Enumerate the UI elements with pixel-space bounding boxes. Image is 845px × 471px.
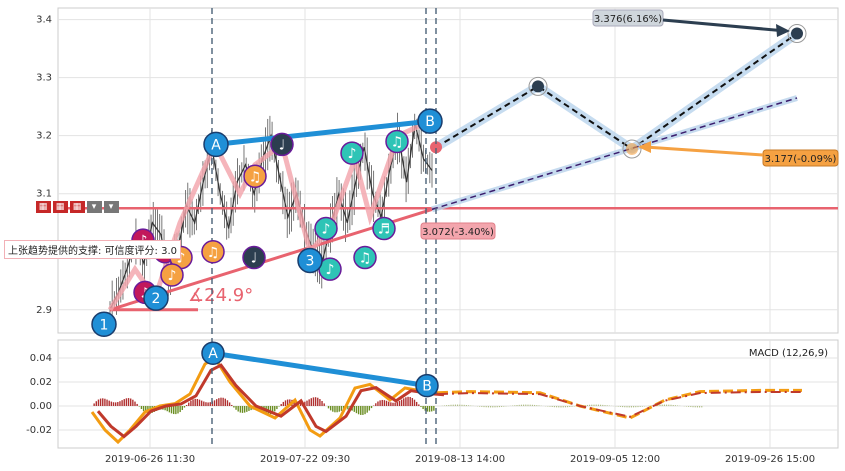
price-y-tick: 3.4 [36, 15, 52, 26]
wave-label-marker [297, 247, 323, 274]
macd-divergence-label: B [422, 379, 432, 395]
macd-projection [437, 388, 802, 420]
wave-label-marker [143, 285, 169, 311]
macd-legend: MACD (12,26,9) [749, 348, 828, 359]
wave-label: B [425, 114, 435, 130]
note-marker [160, 263, 184, 287]
wave-label-marker [203, 131, 229, 158]
wave-label: 1 [100, 317, 109, 333]
macd-divergence-marker [415, 373, 439, 398]
target-point [532, 80, 544, 93]
target-ring [528, 76, 548, 96]
annotation-arrow [644, 145, 764, 157]
price-y-tick: 3.2 [36, 131, 52, 142]
pattern-icons: ▦ ▦ ▦ ▾ ▾ [36, 199, 121, 213]
price-panel-frame [57, 7, 839, 334]
wave-label: 3 [306, 253, 315, 269]
annotation-label-box [762, 149, 839, 167]
price-y-tick: 3.1 [36, 189, 52, 200]
x-tick-label: 2019-07-22 09:30 [260, 454, 350, 465]
wave-label-marker [91, 311, 117, 338]
macd-divergence-line [212, 350, 428, 389]
note-marker [314, 216, 338, 241]
target-point [791, 27, 803, 40]
note-glyph: ♪ [326, 262, 335, 278]
note-marker [385, 129, 409, 154]
price-y-tick: 3.3 [36, 73, 52, 84]
wave-label-marker [417, 108, 443, 134]
pattern-icon: ▾ [104, 201, 119, 213]
support-label: 上张趋势提供的支撑: 可信度评分: 3.0 [4, 240, 181, 259]
price-y-tick: 2.9 [36, 305, 52, 316]
target-ring [622, 139, 642, 159]
wave-highlight [107, 118, 432, 312]
macd-y-tick: 0.02 [30, 377, 52, 388]
pattern-icon: ▾ [87, 201, 102, 213]
note-glyph: ♪ [348, 146, 357, 162]
macd-signal-projection [437, 390, 802, 418]
angle-label: ∡24.9° [188, 285, 253, 306]
macd-signal-line [96, 363, 445, 439]
note-glyph: ♫ [391, 134, 404, 150]
macd-y-tick: -0.02 [26, 425, 52, 436]
note-glyph: ♪ [168, 268, 177, 284]
x-tick-label: 2019-09-26 15:00 [725, 454, 815, 465]
annotation-label: 3.376(6.16%) [594, 14, 662, 25]
start-point [430, 141, 442, 154]
annotation-arrowhead [776, 24, 790, 37]
note-glyph: ♪ [322, 222, 331, 238]
note-glyph: ♩ [251, 251, 258, 267]
note-glyph: ♫ [249, 169, 262, 185]
x-tick-label: 2019-09-05 12:00 [570, 454, 660, 465]
note-glyph: ♫ [207, 245, 220, 261]
note-marker [340, 141, 364, 165]
annotation-label: 3.072(-3.40%) [422, 227, 494, 238]
pattern-icon: ▦ [70, 201, 85, 213]
macd-divergence-marker [201, 341, 225, 365]
pattern-icon: ▦ [36, 201, 51, 213]
note-marker [242, 245, 266, 270]
projection-path [435, 32, 798, 151]
note-marker [243, 164, 267, 189]
note-marker [372, 216, 396, 241]
note-glyph: ♫ [359, 251, 372, 267]
wave-label: A [211, 137, 221, 153]
annotation-arrowhead [638, 141, 651, 153]
annotation-label-box [420, 222, 496, 240]
note-glyph: ♩ [279, 137, 286, 153]
target-point [626, 143, 638, 156]
macd-y-tick: 0.04 [30, 353, 52, 364]
note-marker [201, 240, 225, 264]
note-marker [270, 132, 294, 157]
note-marker [353, 245, 377, 270]
annotation-label: 3.177(-0.09%) [765, 154, 837, 165]
annotation-label-box [592, 9, 664, 27]
note-glyph: ♪ [177, 251, 186, 267]
macd-divergence-label: A [208, 346, 218, 362]
target-ring [787, 24, 807, 44]
note-glyph: ♬ [378, 222, 391, 238]
x-tick-label: 2019-06-26 11:30 [105, 454, 195, 465]
projection-lower-dashed [431, 97, 798, 211]
x-tick-label: 2019-08-13 14:00 [415, 454, 505, 465]
macd-y-tick: 0.00 [30, 401, 52, 412]
resistance-line [215, 118, 431, 147]
annotation-arrow [662, 18, 787, 33]
pattern-icon: ▦ [53, 201, 68, 213]
wave-label: 2 [152, 291, 161, 307]
